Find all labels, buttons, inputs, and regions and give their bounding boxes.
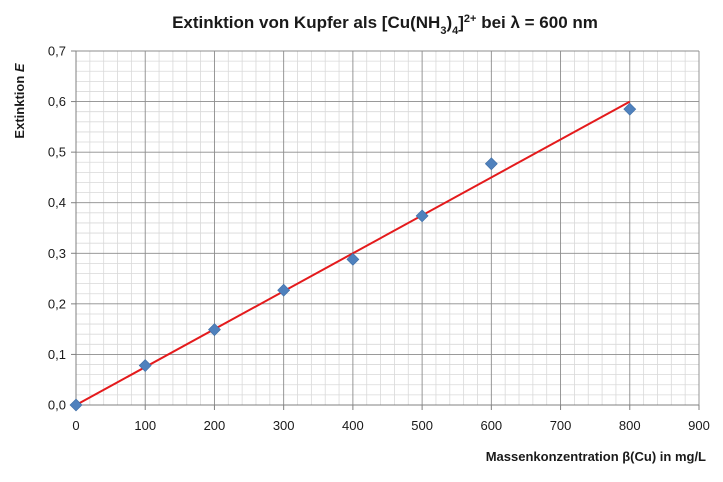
y-tick-label: 0,5 bbox=[48, 145, 66, 160]
grid-minor bbox=[76, 51, 699, 405]
chart-title-suffix: bei λ = 600 nm bbox=[476, 13, 597, 32]
data-point bbox=[623, 102, 637, 116]
x-tick-label: 800 bbox=[619, 418, 641, 433]
data-point bbox=[346, 252, 360, 266]
x-tick-label: 200 bbox=[204, 418, 226, 433]
data-point bbox=[277, 283, 291, 297]
chart-title-sup: 2+ bbox=[464, 13, 477, 25]
chart-title-close: ] bbox=[458, 13, 464, 32]
data-point bbox=[138, 359, 152, 372]
axes bbox=[75, 51, 699, 406]
x-tick-label: 700 bbox=[550, 418, 572, 433]
chart-title-prefix: Extinktion von Kupfer als [Cu(NH bbox=[172, 13, 440, 32]
x-axis-label: Massenkonzentration β(Cu) in mg/L bbox=[486, 449, 706, 464]
grid-major bbox=[76, 50, 700, 405]
data-point bbox=[69, 398, 83, 412]
y-axis-label: Extinktion E bbox=[12, 63, 27, 138]
y-tick-label: 0,4 bbox=[48, 195, 66, 210]
data-point bbox=[208, 323, 221, 337]
y-tick-label: 0,0 bbox=[48, 398, 66, 413]
x-tick-labels: 0 100 200 300 400 500 600 700 800 900 bbox=[72, 405, 710, 433]
y-tick-label: 0,7 bbox=[48, 44, 66, 59]
chart-title-mid: ) bbox=[446, 13, 452, 32]
data-point bbox=[484, 157, 498, 171]
y-axis-label-symbol: E bbox=[12, 63, 27, 72]
data-markers bbox=[69, 102, 637, 412]
data-point bbox=[415, 209, 429, 223]
y-tick-labels: 0,0 0,1 0,2 0,3 0,4 0,5 0,6 0,7 bbox=[48, 44, 76, 413]
x-tick-label: 900 bbox=[688, 418, 710, 433]
y-tick-label: 0,2 bbox=[48, 296, 66, 311]
chart-title-sub1: 3 bbox=[440, 25, 446, 37]
x-tick-label: 400 bbox=[342, 418, 364, 433]
chart-title: Extinktion von Kupfer als [Cu(NH3)4]2+ b… bbox=[172, 13, 598, 37]
y-tick-label: 0,6 bbox=[48, 94, 66, 109]
chart-title-sub2: 4 bbox=[452, 25, 459, 37]
x-tick-label: 0 bbox=[72, 418, 79, 433]
x-tick-label: 300 bbox=[273, 418, 295, 433]
y-tick-label: 0,1 bbox=[48, 347, 66, 362]
y-tick-label: 0,3 bbox=[48, 246, 66, 261]
y-axis-label-text: Extinktion bbox=[12, 72, 27, 138]
x-tick-label: 100 bbox=[134, 418, 156, 433]
x-tick-label: 600 bbox=[480, 418, 502, 433]
x-tick-label: 500 bbox=[411, 418, 433, 433]
